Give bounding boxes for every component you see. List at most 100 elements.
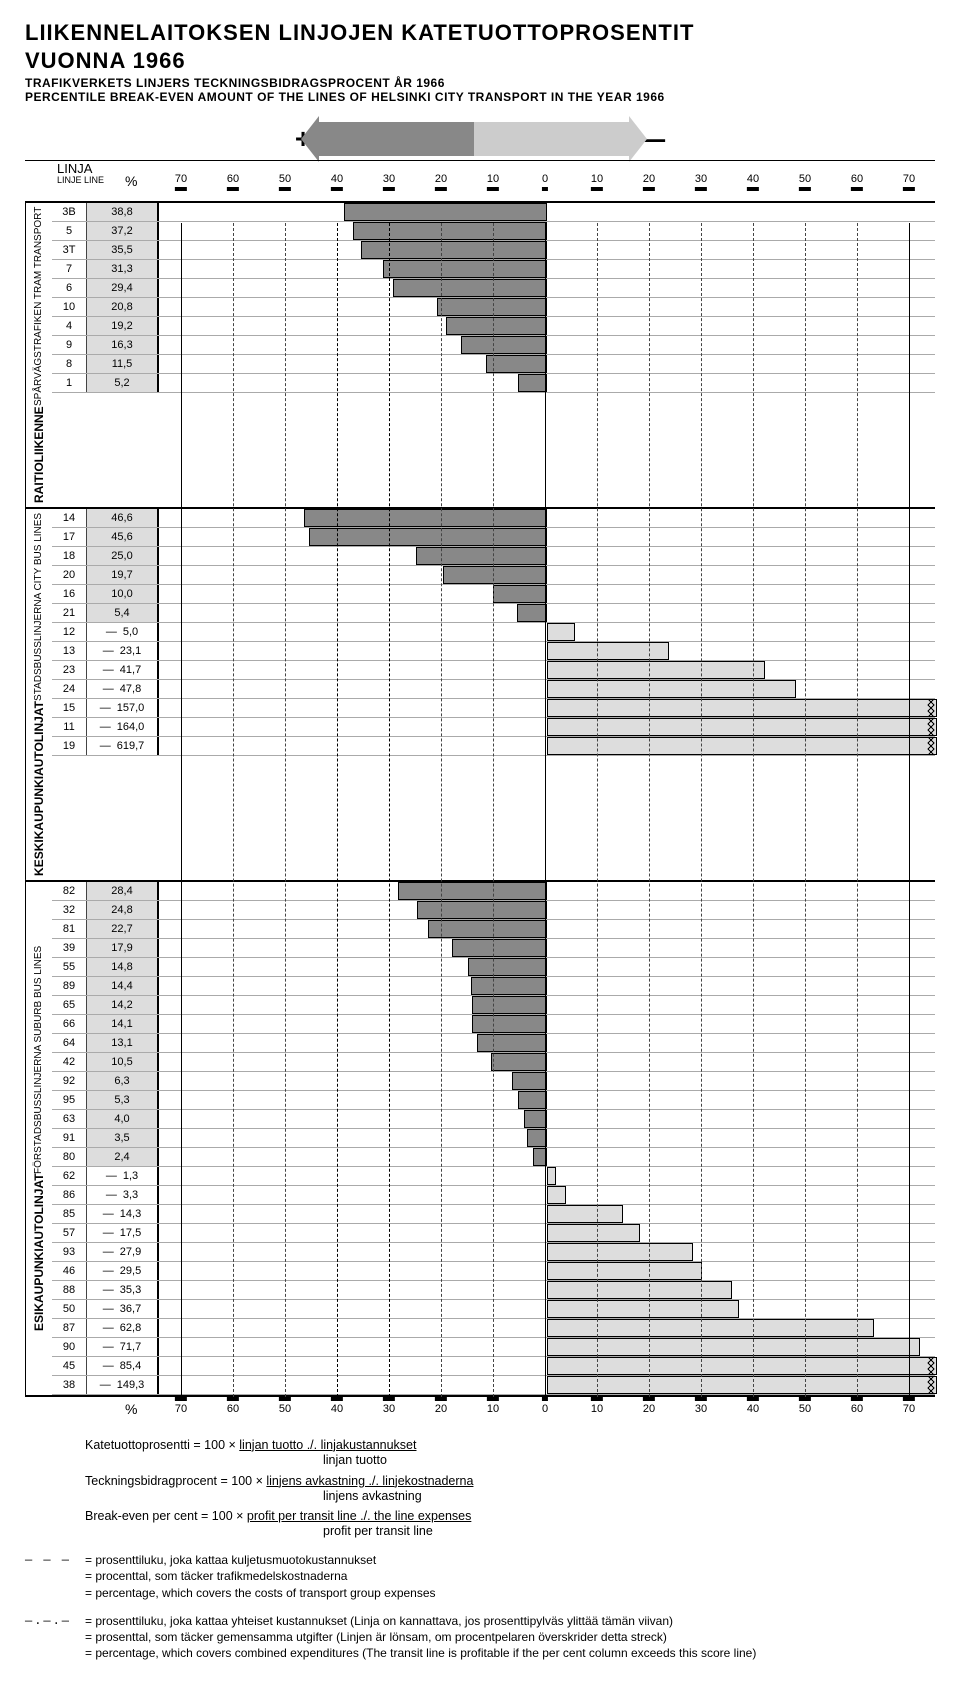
pos-bar xyxy=(304,509,547,527)
chart-row: 57—17,5 xyxy=(52,1224,935,1243)
pct-value: 14,8 xyxy=(87,958,159,976)
line-number: 20 xyxy=(52,566,87,584)
axis-tick: 60 xyxy=(227,173,239,191)
chart-row: 24—47,8 xyxy=(52,680,935,699)
pos-bar xyxy=(486,355,547,373)
chart-row: 215,4 xyxy=(52,604,935,623)
chart-row: 15,2 xyxy=(52,374,935,393)
chart-row: 1610,0 xyxy=(52,585,935,604)
pct-value: 38,8 xyxy=(87,203,159,221)
pos-bar xyxy=(361,241,547,259)
chart-row: 8122,7 xyxy=(52,920,935,939)
axis-tick: 50 xyxy=(279,173,291,191)
line-number: 11 xyxy=(52,718,87,736)
chart-row: 19—619,7 xyxy=(52,737,935,756)
pct-value: 2,4 xyxy=(87,1148,159,1166)
axis-tick: 70 xyxy=(175,173,187,191)
pct-value: 6,3 xyxy=(87,1072,159,1090)
pos-bar xyxy=(471,977,547,995)
axis-tick: 50 xyxy=(799,173,811,191)
neg-bar xyxy=(547,1319,874,1337)
line-number: 14 xyxy=(52,509,87,527)
pos-bar xyxy=(472,1015,547,1033)
line-number: 19 xyxy=(52,737,87,755)
axis-tick: 40 xyxy=(331,173,343,191)
legend1-dash: — — — xyxy=(25,1552,75,1601)
pct-value: 5,3 xyxy=(87,1091,159,1109)
pct-value: 17,9 xyxy=(87,939,159,957)
chart-row: 6614,1 xyxy=(52,1015,935,1034)
pos-bar xyxy=(461,336,547,354)
overflow-zigzag-icon xyxy=(927,718,935,736)
pct-footer: % xyxy=(125,1401,137,1417)
pct-value: —27,9 xyxy=(87,1243,159,1261)
chart-row: 6413,1 xyxy=(52,1034,935,1053)
pct-value: 3,5 xyxy=(87,1129,159,1147)
line-number: 16 xyxy=(52,585,87,603)
pct-value: —149,3 xyxy=(87,1376,159,1394)
pos-bar xyxy=(524,1110,547,1128)
chart-row: 46—29,5 xyxy=(52,1262,935,1281)
axis-tick: 70 xyxy=(903,1397,915,1415)
legend2-sv: = prosenttal, som täcker gemensamma utgi… xyxy=(85,1629,935,1645)
line-number: 66 xyxy=(52,1015,87,1033)
line-number: 55 xyxy=(52,958,87,976)
axis-tick: 20 xyxy=(435,1397,447,1415)
chart-row: 419,2 xyxy=(52,317,935,336)
chart-row: 1446,6 xyxy=(52,509,935,528)
line-number: 87 xyxy=(52,1319,87,1337)
pct-value: 14,1 xyxy=(87,1015,159,1033)
pos-bar xyxy=(353,222,547,240)
axis-tick: 10 xyxy=(487,173,499,191)
top-axis: 70605040302010010203040506070 xyxy=(25,169,935,191)
chart-row: 537,2 xyxy=(52,222,935,241)
chart-row: 93—27,9 xyxy=(52,1243,935,1262)
line-number: 85 xyxy=(52,1205,87,1223)
chart-row: 11—164,0 xyxy=(52,718,935,737)
axis-tick: 40 xyxy=(747,1397,759,1415)
line-number: 82 xyxy=(52,882,87,900)
neg-bar xyxy=(547,1167,556,1185)
pos-bar xyxy=(512,1072,547,1090)
legend2-fi: = prosenttiluku, joka kattaa yhteiset ku… xyxy=(85,1613,935,1629)
pct-value: —29,5 xyxy=(87,1262,159,1280)
line-number: 12 xyxy=(52,623,87,641)
pct-value: 5,2 xyxy=(87,374,159,392)
subtitle-en: PERCENTILE BREAK-EVEN AMOUNT OF THE LINE… xyxy=(25,90,935,104)
pct-value: 13,1 xyxy=(87,1034,159,1052)
pct-value: 28,4 xyxy=(87,882,159,900)
chart-row: 3T35,5 xyxy=(52,241,935,260)
pos-bar xyxy=(398,882,547,900)
line-number: 89 xyxy=(52,977,87,995)
overflow-zigzag-icon xyxy=(927,1376,935,1394)
chart-row: 8228,4 xyxy=(52,882,935,901)
pct-value: —164,0 xyxy=(87,718,159,736)
pos-bar xyxy=(393,279,547,297)
pct-value: 45,6 xyxy=(87,528,159,546)
neg-bar xyxy=(547,661,765,679)
line-number: 5 xyxy=(52,222,87,240)
line-number: 8 xyxy=(52,355,87,373)
arrow-right-icon xyxy=(474,122,629,156)
line-number: 17 xyxy=(52,528,87,546)
line-number: 91 xyxy=(52,1129,87,1147)
axis-tick: 70 xyxy=(903,173,915,191)
chart-row: 15—157,0 xyxy=(52,699,935,718)
pct-value: —47,8 xyxy=(87,680,159,698)
pct-value: 10,0 xyxy=(87,585,159,603)
legend2-dash: —.—.— xyxy=(25,1613,75,1662)
pct-value: —41,7 xyxy=(87,661,159,679)
line-number: 3T xyxy=(52,241,87,259)
subtitle-sv: TRAFIKVERKETS LINJERS TECKNINGSBIDRAGSPR… xyxy=(25,76,935,90)
pos-bar xyxy=(517,604,547,622)
arrow-left-icon xyxy=(319,122,474,156)
chart-container: LINJA LINJE LINE % 706050403020100102030… xyxy=(25,160,935,1419)
chart-row: 1745,6 xyxy=(52,528,935,547)
line-number: 18 xyxy=(52,547,87,565)
chart-row: 4210,5 xyxy=(52,1053,935,1072)
chart-row: 802,4 xyxy=(52,1148,935,1167)
pos-bar xyxy=(493,585,547,603)
line-number: 65 xyxy=(52,996,87,1014)
pct-value: 11,5 xyxy=(87,355,159,373)
pct-value: 5,4 xyxy=(87,604,159,622)
